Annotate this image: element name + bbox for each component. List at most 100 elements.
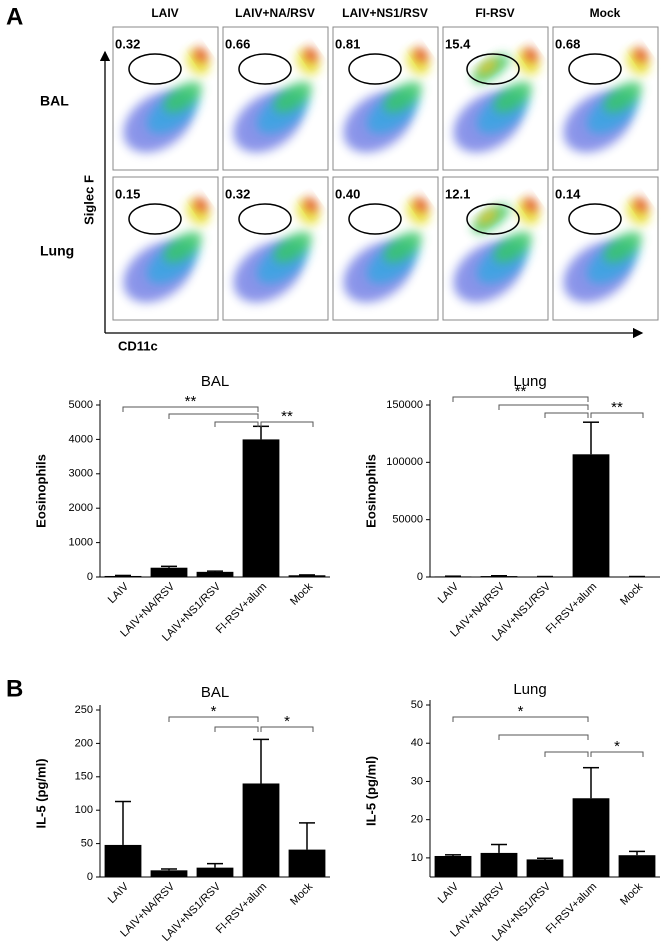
significance-label: * (518, 703, 524, 720)
flow-plot: 12.1 (442, 177, 548, 320)
significance-bracket (215, 422, 258, 427)
gate-value: 0.14 (555, 186, 581, 201)
error-bar (629, 851, 645, 855)
error-bar (491, 845, 507, 853)
y-axis-label: Eosinophils (363, 454, 378, 528)
significance-bracket (215, 727, 258, 732)
y-tick-label: 2000 (69, 502, 93, 514)
chart-title: BAL (201, 373, 229, 390)
bar (243, 439, 280, 577)
significance-bracket (545, 413, 588, 418)
y-axis-label: IL-5 (pg/ml) (363, 756, 378, 826)
gate-value: 0.32 (225, 186, 250, 201)
bar (435, 856, 472, 877)
gate-value: 0.81 (335, 36, 360, 51)
gate-value: 0.32 (115, 36, 140, 51)
significance-bracket (499, 405, 588, 410)
chart-title: Lung (513, 681, 546, 698)
error-bar (583, 422, 599, 454)
chart-title: BAL (201, 684, 229, 701)
significance-label: ** (515, 383, 527, 400)
flow-plot: 0.14 (552, 177, 658, 320)
error-bar (115, 802, 131, 845)
significance-label: * (284, 713, 290, 730)
column-header: LAIV+NS1/RSV (342, 6, 428, 20)
error-bar (253, 739, 269, 783)
gate-value: 0.15 (115, 186, 140, 201)
bar (573, 454, 610, 577)
panel-label: A (6, 3, 23, 30)
y-tick-label: 10 (411, 852, 423, 864)
y-tick-label: 100 (75, 804, 93, 816)
x-tick-label: Mock (618, 580, 645, 607)
x-tick-label: LAIV (106, 880, 132, 906)
y-tick-label: 3000 (69, 468, 93, 480)
y-tick-label: 100000 (386, 456, 423, 468)
flow-plot: 0.32 (112, 27, 218, 170)
flow-plot: 0.66 (222, 27, 328, 170)
bar (197, 572, 234, 577)
error-bar (583, 768, 599, 799)
y-tick-label: 5000 (69, 399, 93, 411)
significance-label: ** (185, 393, 197, 410)
y-axis-label: IL-5 (pg/ml) (33, 758, 48, 828)
row-label: BAL (40, 93, 69, 109)
bar (105, 845, 142, 877)
gate-value: 15.4 (445, 36, 471, 51)
gate-value: 0.40 (335, 186, 360, 201)
bar (151, 870, 188, 877)
bar (289, 850, 326, 877)
y-tick-label: 30 (411, 775, 423, 787)
x-tick-label: LAIV (436, 580, 462, 606)
y-axis-label: Siglec F (81, 175, 96, 225)
significance-bracket (499, 735, 588, 740)
error-bar (161, 566, 177, 567)
y-tick-label: 0 (417, 571, 423, 583)
x-tick-label: LAIV (106, 580, 132, 606)
flow-plot: 0.32 (222, 177, 328, 320)
y-tick-label: 200 (75, 737, 93, 749)
bar (619, 855, 656, 877)
y-tick-label: 150000 (386, 399, 423, 411)
error-bar (445, 855, 461, 856)
y-axis-label: Eosinophils (33, 454, 48, 528)
error-bar (299, 823, 315, 850)
significance-label: ** (611, 399, 623, 416)
panel-label: B (6, 675, 23, 702)
y-tick-label: 20 (411, 814, 423, 826)
bar (481, 853, 518, 877)
bar (573, 798, 610, 877)
column-header: FI-RSV (475, 6, 514, 20)
y-tick-label: 250 (75, 704, 93, 716)
x-tick-label: Mock (288, 580, 315, 607)
significance-label: * (614, 738, 620, 755)
x-tick-label: Mock (618, 880, 645, 907)
error-bar (161, 869, 177, 870)
significance-bracket (545, 752, 588, 757)
x-tick-label: Mock (288, 880, 315, 907)
y-tick-label: 0 (87, 571, 93, 583)
y-tick-label: 50 (411, 699, 423, 711)
bar (151, 568, 188, 577)
y-tick-label: 50 (81, 838, 93, 850)
significance-label: * (211, 703, 217, 720)
column-header: LAIV (151, 6, 178, 20)
flow-plot: 15.4 (442, 27, 548, 170)
gate-value: 0.66 (225, 36, 250, 51)
bar (243, 783, 280, 877)
error-bar (207, 571, 223, 572)
error-bar (537, 858, 553, 859)
bar (197, 868, 234, 877)
y-tick-label: 150 (75, 771, 93, 783)
flow-plot: 0.15 (112, 177, 218, 320)
row-label: Lung (40, 243, 74, 259)
bar (527, 859, 564, 877)
flow-plot: 0.40 (332, 177, 438, 320)
y-tick-label: 4000 (69, 433, 93, 445)
error-bar (115, 575, 131, 576)
error-bar (253, 426, 269, 439)
gate-value: 12.1 (445, 186, 470, 201)
y-tick-label: 0 (87, 871, 93, 883)
